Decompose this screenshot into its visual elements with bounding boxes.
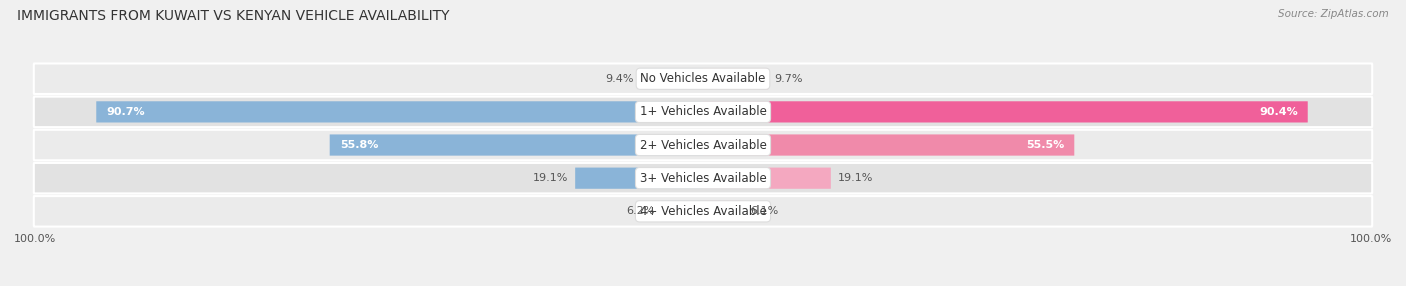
- Text: 90.7%: 90.7%: [107, 107, 145, 117]
- FancyBboxPatch shape: [703, 168, 831, 189]
- FancyBboxPatch shape: [34, 130, 1372, 160]
- FancyBboxPatch shape: [34, 63, 1372, 94]
- Text: Source: ZipAtlas.com: Source: ZipAtlas.com: [1278, 9, 1389, 19]
- Text: IMMIGRANTS FROM KUWAIT VS KENYAN VEHICLE AVAILABILITY: IMMIGRANTS FROM KUWAIT VS KENYAN VEHICLE…: [17, 9, 450, 23]
- FancyBboxPatch shape: [640, 68, 703, 89]
- Text: 1+ Vehicles Available: 1+ Vehicles Available: [640, 105, 766, 118]
- FancyBboxPatch shape: [34, 97, 1372, 127]
- Text: 6.2%: 6.2%: [627, 206, 655, 216]
- Text: 9.7%: 9.7%: [775, 74, 803, 84]
- Text: 19.1%: 19.1%: [533, 173, 568, 183]
- Text: 90.4%: 90.4%: [1258, 107, 1298, 117]
- Text: 2+ Vehicles Available: 2+ Vehicles Available: [640, 138, 766, 152]
- FancyBboxPatch shape: [34, 163, 1372, 193]
- Text: 100.0%: 100.0%: [1350, 234, 1392, 244]
- FancyBboxPatch shape: [34, 196, 1372, 227]
- FancyBboxPatch shape: [703, 201, 744, 222]
- FancyBboxPatch shape: [703, 68, 768, 89]
- Text: 6.1%: 6.1%: [751, 206, 779, 216]
- Text: 100.0%: 100.0%: [14, 234, 56, 244]
- FancyBboxPatch shape: [575, 168, 703, 189]
- Text: 4+ Vehicles Available: 4+ Vehicles Available: [640, 205, 766, 218]
- Text: No Vehicles Available: No Vehicles Available: [640, 72, 766, 85]
- Text: 9.4%: 9.4%: [605, 74, 634, 84]
- FancyBboxPatch shape: [329, 134, 703, 156]
- FancyBboxPatch shape: [96, 101, 703, 122]
- Text: 3+ Vehicles Available: 3+ Vehicles Available: [640, 172, 766, 185]
- Text: 55.5%: 55.5%: [1026, 140, 1064, 150]
- FancyBboxPatch shape: [703, 134, 1074, 156]
- Text: 19.1%: 19.1%: [838, 173, 873, 183]
- FancyBboxPatch shape: [703, 101, 1308, 122]
- Text: 55.8%: 55.8%: [340, 140, 378, 150]
- FancyBboxPatch shape: [661, 201, 703, 222]
